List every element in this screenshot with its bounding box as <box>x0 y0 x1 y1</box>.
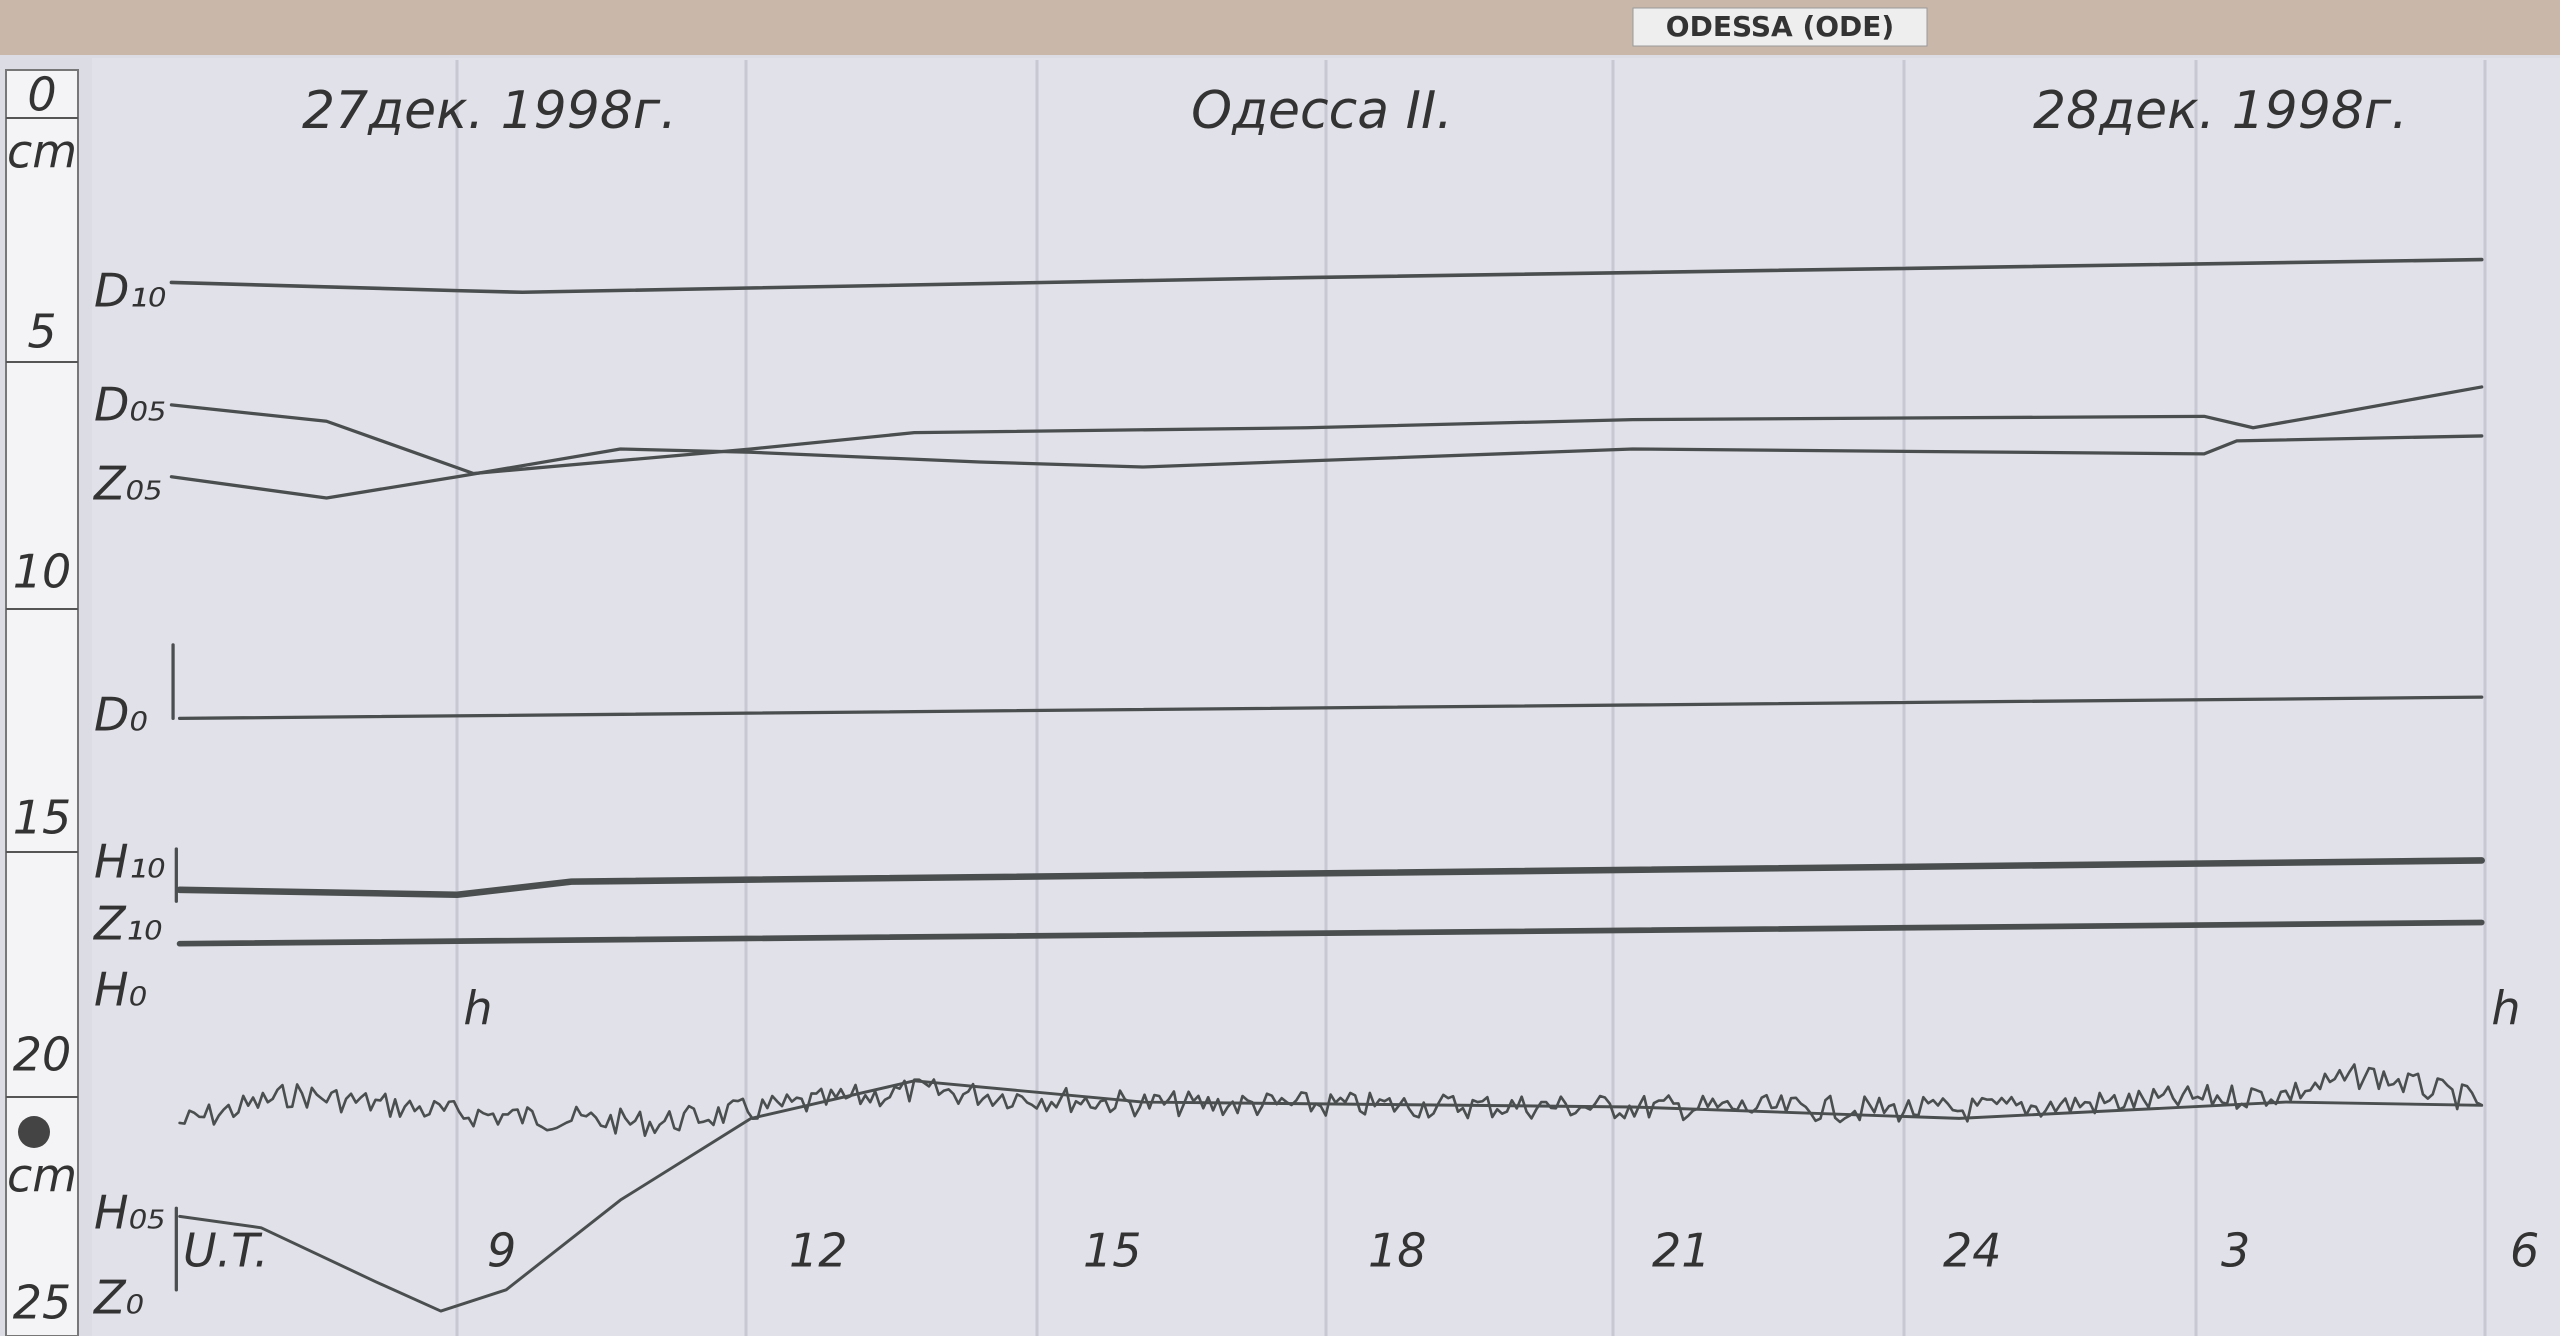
time-label: 24 <box>1943 1224 2002 1278</box>
trace-z10 <box>176 919 2485 947</box>
trace-label: D₀₅ <box>94 378 166 432</box>
hour-grid <box>455 60 2487 1336</box>
trace-label: D₀ <box>94 688 148 742</box>
ruler-label: 25 <box>13 1276 72 1330</box>
time-label: 18 <box>1368 1224 1427 1278</box>
trace-d05 <box>169 385 2484 476</box>
ruler-label: cm <box>7 125 77 179</box>
trace-label: Z₁₀ <box>92 897 162 951</box>
trace-z05 <box>169 434 2484 500</box>
trace-d10 <box>169 257 2484 295</box>
wall <box>0 0 2560 60</box>
trace-label: D₁₀ <box>94 264 166 318</box>
hour-mark: h <box>463 982 492 1036</box>
ruler-label: 0 <box>27 68 56 122</box>
ruler-label: 15 <box>13 791 72 845</box>
ruler-label: 5 <box>27 305 56 359</box>
trace-label: H₀₅ <box>94 1186 165 1240</box>
ruler-ticks <box>6 117 78 1098</box>
time-label: 15 <box>1083 1224 1142 1278</box>
ruler-label: 10 <box>13 545 72 599</box>
trace-label: H₀ <box>94 963 147 1017</box>
record-title: Одесса II. <box>1191 81 1453 141</box>
trace-h0 <box>178 1063 2484 1138</box>
station-tag <box>1632 7 1928 47</box>
trace-label: H₁₀ <box>94 835 165 889</box>
date-start: 27дек. 1998г. <box>302 81 677 141</box>
time-label: 21 <box>1652 1224 1711 1278</box>
date-end: 28дек. 1998г. <box>2033 81 2408 141</box>
trace-label: Z₀ <box>92 1271 144 1325</box>
time-label: 9 <box>487 1224 516 1278</box>
traces <box>169 257 2485 1313</box>
trace-label: Z₀₅ <box>92 457 162 511</box>
time-label: U.T. <box>183 1224 269 1278</box>
ruler-hole <box>18 1116 50 1148</box>
ruler-label: cm <box>7 1149 77 1203</box>
time-label: 3 <box>2221 1224 2250 1278</box>
trace-z0 <box>178 1079 2484 1313</box>
trace-d0 <box>177 695 2484 721</box>
time-label: 12 <box>789 1224 848 1278</box>
time-label: 6 <box>2510 1224 2539 1278</box>
station-label: ODESSA (ODE) <box>1666 10 1894 43</box>
trace-h10 <box>176 857 2485 898</box>
hour-mark: h <box>2491 982 2520 1036</box>
ruler-label: 20 <box>13 1028 72 1082</box>
ruler <box>5 69 79 1336</box>
